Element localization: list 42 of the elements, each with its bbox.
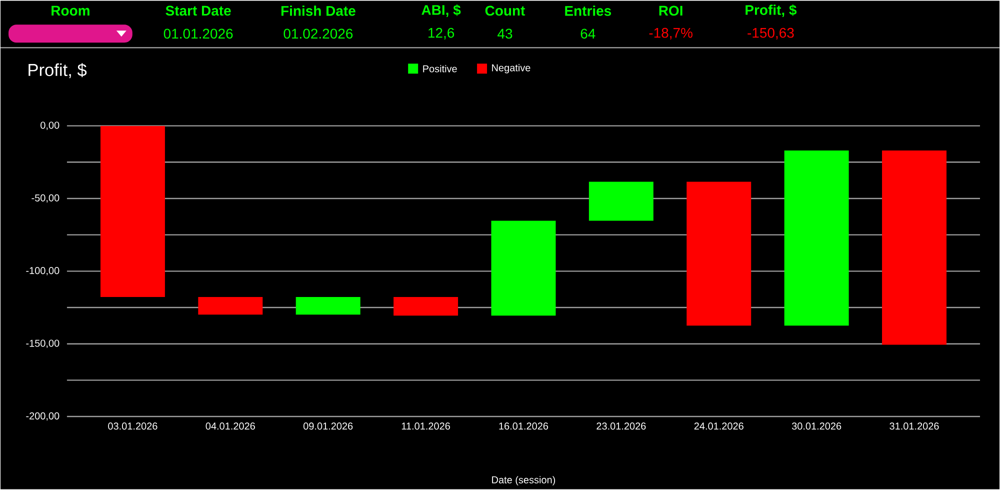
bar xyxy=(882,150,946,345)
category-label: Profit, $ xyxy=(746,4,797,18)
category-label: Finish Date xyxy=(281,6,356,16)
bar xyxy=(394,297,458,316)
text: 64 xyxy=(580,28,596,39)
legend-label: Negative xyxy=(492,64,530,74)
x-tick-label: 24.01.2026 xyxy=(694,422,744,430)
x-tick-label: 03.01.2026 xyxy=(108,422,158,430)
category-label: Count xyxy=(485,6,526,16)
x-tick-label: 16.01.2026 xyxy=(499,422,548,430)
x-tick-label: 11.01.2026 xyxy=(402,422,450,430)
y-tick-label: 0,00 xyxy=(40,122,60,130)
x-tick-label: 09.01.2026 xyxy=(303,422,353,430)
y-tick-label: -200,00 xyxy=(26,412,60,421)
x-tick-label: 31.01.2026 xyxy=(890,422,939,430)
bar xyxy=(100,126,165,298)
text: 01.01.2026 xyxy=(164,28,233,39)
text: 01.02.2026 xyxy=(284,28,353,39)
legend-label: Positive xyxy=(423,65,457,72)
text: -150,63 xyxy=(748,28,794,40)
bar xyxy=(784,150,849,326)
y-tick-label: -150,00 xyxy=(26,340,60,348)
chart-title: Profit, $ xyxy=(28,63,87,78)
x-axis-title: Date (session) xyxy=(492,476,556,486)
bar xyxy=(686,182,752,326)
text: 12,6 xyxy=(428,28,454,40)
category-label: Entries xyxy=(565,6,612,16)
text: -18,7% xyxy=(649,28,692,40)
bar xyxy=(588,182,654,221)
category-label: Room xyxy=(52,6,90,16)
category-label: Start Date xyxy=(166,6,231,16)
bar xyxy=(296,297,360,315)
bar xyxy=(198,297,263,315)
text: 43 xyxy=(498,28,512,39)
category-label: ROI xyxy=(659,6,682,16)
bar xyxy=(491,220,556,316)
x-tick-label: 30.01.2026 xyxy=(792,422,842,430)
y-tick-label: -50,00 xyxy=(32,194,60,203)
category-label: ABI, $ xyxy=(422,4,461,18)
y-tick-label: -100,00 xyxy=(26,267,60,276)
x-tick-label: 04.01.2026 xyxy=(206,422,255,430)
x-tick-label: 23.01.2026 xyxy=(596,422,646,430)
